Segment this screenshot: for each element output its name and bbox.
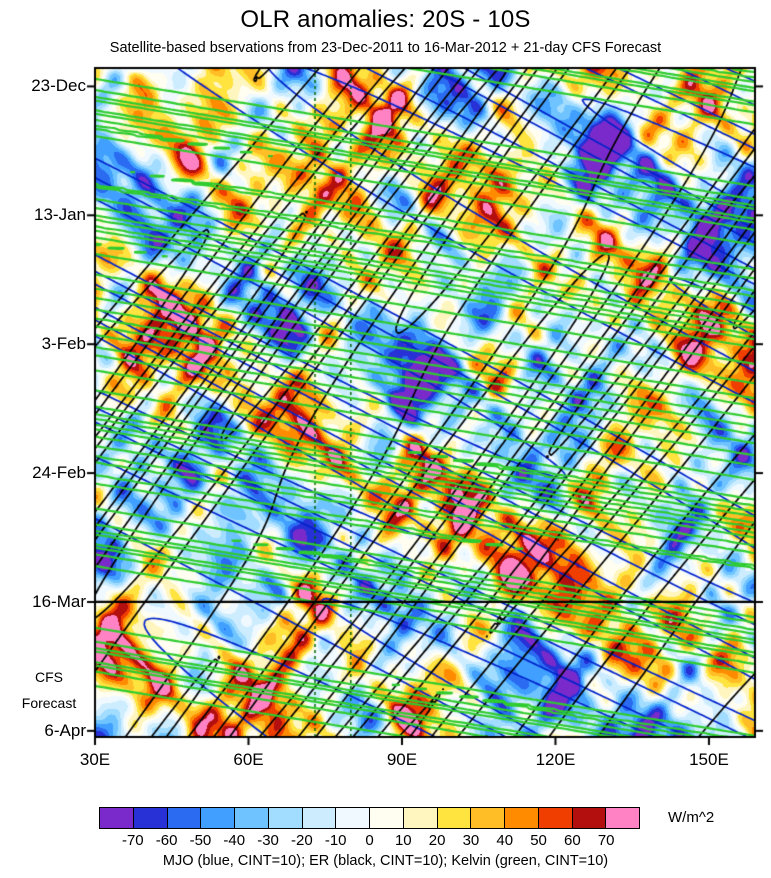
colorbar-level-label: -50 xyxy=(189,832,212,849)
y-tick-label: 6-Apr xyxy=(44,720,86,740)
colorbar-level-label: -70 xyxy=(121,832,144,849)
x-tick-label: 60E xyxy=(233,750,264,769)
colorbar-level-label: -30 xyxy=(257,832,279,849)
colorbar-level-label: -10 xyxy=(324,832,347,849)
colorbar-segment xyxy=(471,808,505,828)
colorbar-level-label: 30 xyxy=(462,832,480,849)
y-tick-label: 23-Dec xyxy=(31,76,86,96)
colorbar-level-label: -40 xyxy=(223,832,246,849)
colorbar-segment xyxy=(572,808,607,828)
colorbar-segment xyxy=(403,808,438,828)
colorbar-segment xyxy=(302,808,337,828)
colorbar-segment xyxy=(133,808,168,828)
cfs-label-line1: CFS xyxy=(35,669,63,685)
x-tick-label: 90E xyxy=(386,750,418,769)
colorbar-segment xyxy=(505,808,539,828)
colorbar-segment xyxy=(538,808,573,828)
chart-subtitle: Satellite-based bservations from 23-Dec-… xyxy=(109,40,662,56)
colorbar-segment xyxy=(167,808,202,828)
colorbar-segment xyxy=(100,808,134,828)
x-tick-label: 30E xyxy=(79,750,111,769)
colorbar-level-label: 0 xyxy=(365,832,374,849)
colorbar-level-label: 20 xyxy=(428,832,446,849)
colorbar-level-label: 50 xyxy=(530,832,547,849)
colorbar-level-label: 40 xyxy=(496,832,514,849)
x-tick-label: 150E xyxy=(689,750,729,769)
y-tick-label: 13-Jan xyxy=(34,205,86,225)
contour-legend: MJO (blue, CINT=10); ER (black, CINT=10)… xyxy=(162,853,609,869)
colorbar-segment xyxy=(606,808,639,828)
colorbar-level-label: 70 xyxy=(597,832,615,849)
colorbar-level-label: 10 xyxy=(394,832,412,849)
colorbar-segment xyxy=(201,808,235,828)
colorbar-segment xyxy=(268,808,303,828)
colorbar-level-label: -60 xyxy=(155,832,178,849)
cfs-label-line2: Forecast xyxy=(21,695,77,711)
cfs-forecast-label: CFS Forecast xyxy=(6,664,92,716)
colorbar-segment xyxy=(336,808,370,828)
page-title: OLR anomalies: 20S - 10S xyxy=(240,6,531,33)
y-tick-label: 3-Feb xyxy=(41,334,86,354)
y-tick-label: 24-Feb xyxy=(32,463,86,483)
hovmoller-plot-canvas xyxy=(0,0,771,775)
colorbar-unit: W/m^2 xyxy=(668,809,715,826)
x-tick-label: 120E xyxy=(535,750,576,769)
colorbar-segment xyxy=(235,808,269,828)
colorbar-level-label: -20 xyxy=(291,832,313,849)
colorbar-segment xyxy=(370,808,404,828)
y-tick-label: 16-Mar xyxy=(32,591,86,611)
colorbar-segment xyxy=(437,808,472,828)
colorbar-level-label: 60 xyxy=(564,832,581,849)
colorbar xyxy=(99,807,640,829)
colorbar-labels: -70 -60 -50 -40 -30 -20 -10 0 10 20 30 40 50 60 70 xyxy=(99,832,640,850)
